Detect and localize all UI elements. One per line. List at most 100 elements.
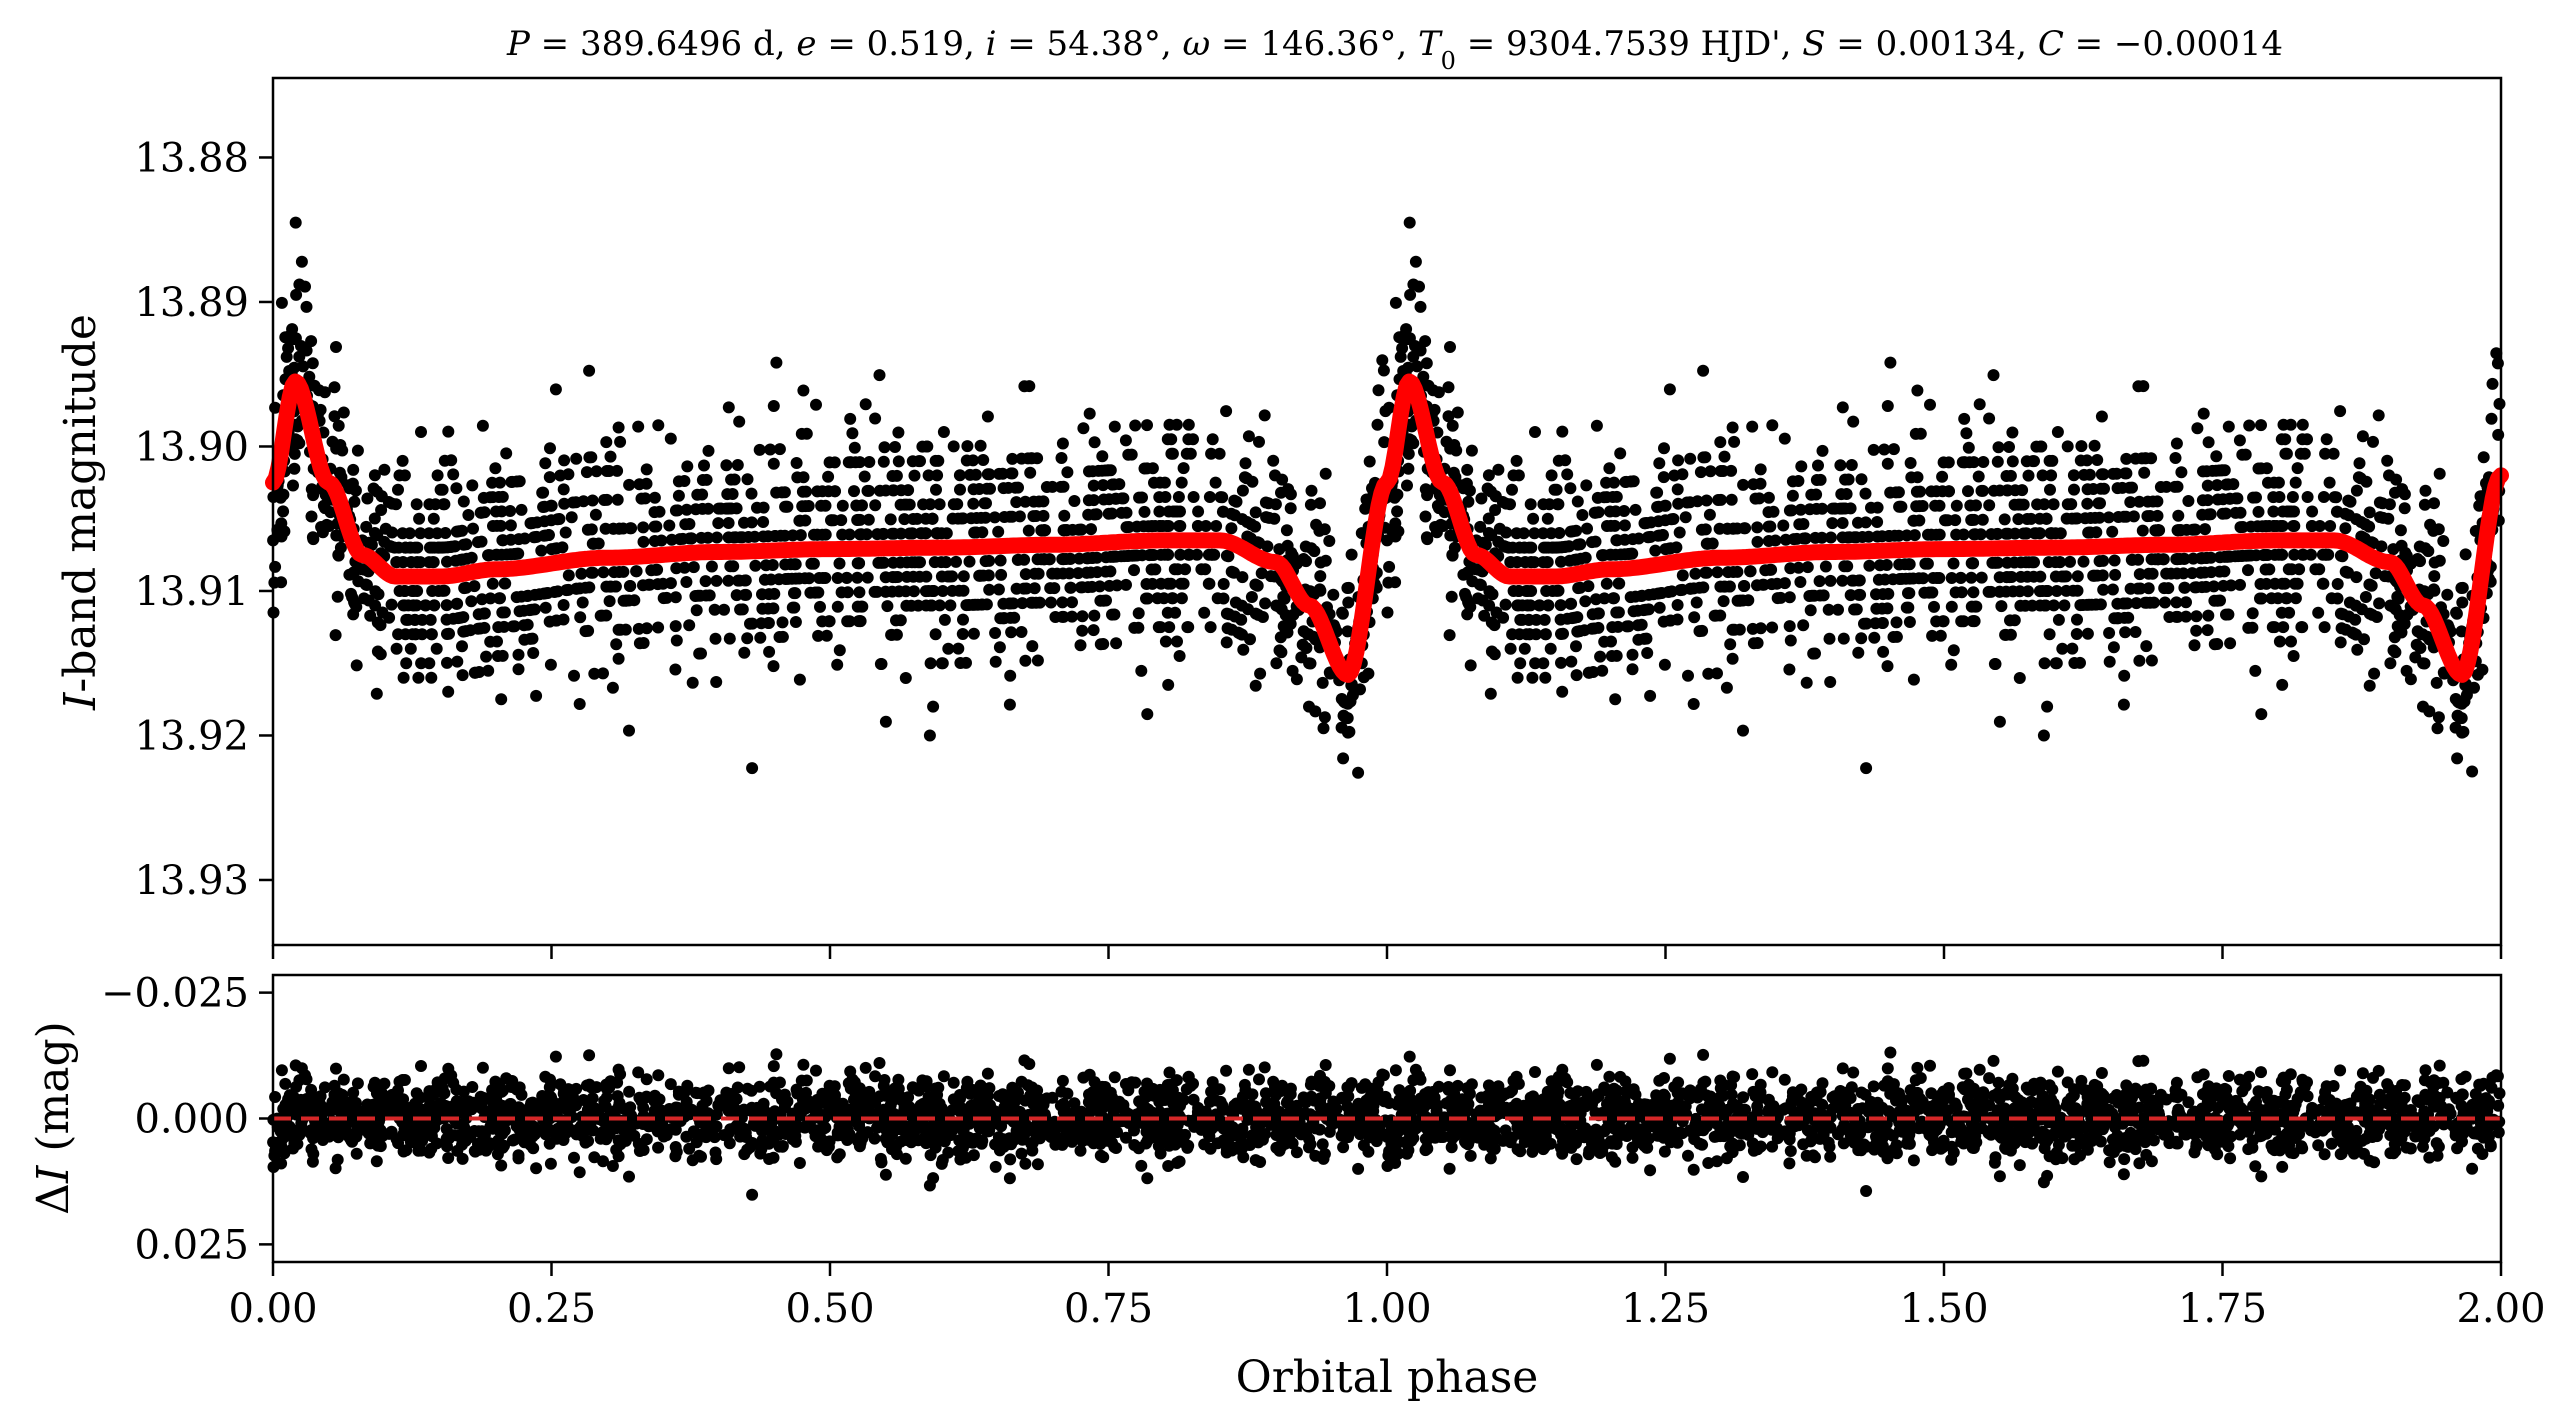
data-point — [722, 531, 735, 544]
data-point — [512, 648, 525, 661]
data-point — [1253, 435, 1265, 448]
data-point — [778, 486, 791, 499]
data-point — [1598, 592, 1611, 605]
data-point — [1676, 468, 1689, 481]
data-point — [1161, 548, 1174, 561]
data-point — [975, 598, 988, 611]
data-point — [2040, 512, 2053, 525]
data-point — [686, 676, 699, 689]
data-point — [2087, 569, 2100, 582]
data-point — [1689, 567, 1702, 580]
data-point — [493, 592, 506, 605]
residual-point — [1737, 1171, 1749, 1183]
data-point — [1645, 516, 1658, 529]
data-point — [1163, 621, 1176, 634]
data-point — [836, 499, 849, 512]
data-point — [2430, 676, 2443, 689]
data-point — [1122, 448, 1135, 461]
data-point — [378, 535, 391, 548]
data-point — [1284, 488, 1297, 501]
data-point — [1848, 603, 1861, 616]
data-point — [678, 561, 691, 574]
data-point — [2202, 609, 2215, 622]
data-point — [1376, 354, 1389, 367]
data-point — [1205, 447, 1218, 460]
data-point — [1267, 454, 1280, 467]
data-point — [2069, 512, 2082, 525]
data-point — [1316, 676, 1329, 689]
data-point — [2008, 498, 2021, 511]
data-point — [1965, 557, 1978, 570]
data-point — [2117, 597, 2130, 610]
data-point — [308, 379, 321, 392]
data-point — [440, 613, 453, 626]
data-point — [557, 613, 570, 626]
data-point — [1483, 599, 1496, 612]
data-point — [2118, 669, 2131, 682]
data-point — [1077, 422, 1090, 435]
data-point — [549, 383, 562, 396]
data-point — [938, 613, 951, 626]
data-point — [1464, 659, 1477, 672]
data-point — [352, 575, 365, 588]
data-point — [1868, 631, 1881, 644]
data-point — [1561, 468, 1574, 481]
data-point — [1061, 466, 1074, 479]
data-point — [1057, 553, 1070, 566]
data-point — [1840, 488, 1853, 500]
data-point — [2052, 613, 2065, 626]
data-point — [1024, 466, 1037, 479]
data-point — [2433, 467, 2446, 480]
data-point — [2231, 492, 2244, 505]
data-point — [760, 559, 772, 572]
data-point — [2414, 555, 2426, 568]
data-point — [869, 499, 882, 512]
data-point — [438, 498, 451, 511]
data-point — [937, 426, 950, 438]
data-point — [923, 729, 936, 742]
residual-points — [267, 1046, 2506, 1201]
data-point — [2233, 434, 2246, 447]
data-point — [557, 599, 570, 611]
data-point — [672, 489, 685, 502]
data-point — [1834, 459, 1847, 472]
data-point — [890, 628, 903, 641]
data-point — [2288, 577, 2301, 590]
data-point — [908, 585, 920, 598]
data-point — [2383, 469, 2395, 482]
data-point — [1653, 601, 1666, 614]
data-point — [1965, 571, 1978, 584]
data-point — [2070, 628, 2083, 640]
data-point — [293, 278, 306, 291]
data-point — [1892, 529, 1905, 542]
data-point — [1767, 505, 1780, 518]
data-point — [1483, 585, 1496, 598]
data-point — [1815, 531, 1828, 544]
data-point — [1872, 573, 1885, 586]
data-point — [671, 504, 684, 517]
data-point — [1153, 505, 1166, 518]
data-point — [1652, 500, 1665, 513]
data-point — [1385, 523, 1398, 536]
data-point — [1087, 494, 1100, 507]
data-point — [2051, 426, 2064, 438]
data-point — [2317, 491, 2330, 503]
data-point — [1810, 488, 1823, 501]
data-point — [1852, 646, 1865, 659]
data-point — [1500, 526, 1513, 539]
data-point — [1525, 541, 1538, 554]
data-point — [2287, 650, 2300, 662]
data-point — [1884, 486, 1897, 499]
data-point — [1530, 613, 1543, 626]
data-point — [996, 467, 1009, 480]
data-point — [723, 502, 736, 515]
data-point — [2323, 476, 2336, 489]
data-point — [1704, 465, 1717, 478]
data-point — [727, 560, 740, 573]
residual-point — [1837, 1137, 1850, 1150]
data-point — [1836, 531, 1849, 544]
data-point — [1797, 532, 1810, 545]
data-point — [1540, 585, 1553, 597]
y-tick-label: 13.92 — [134, 713, 249, 759]
data-point — [1203, 491, 1216, 503]
